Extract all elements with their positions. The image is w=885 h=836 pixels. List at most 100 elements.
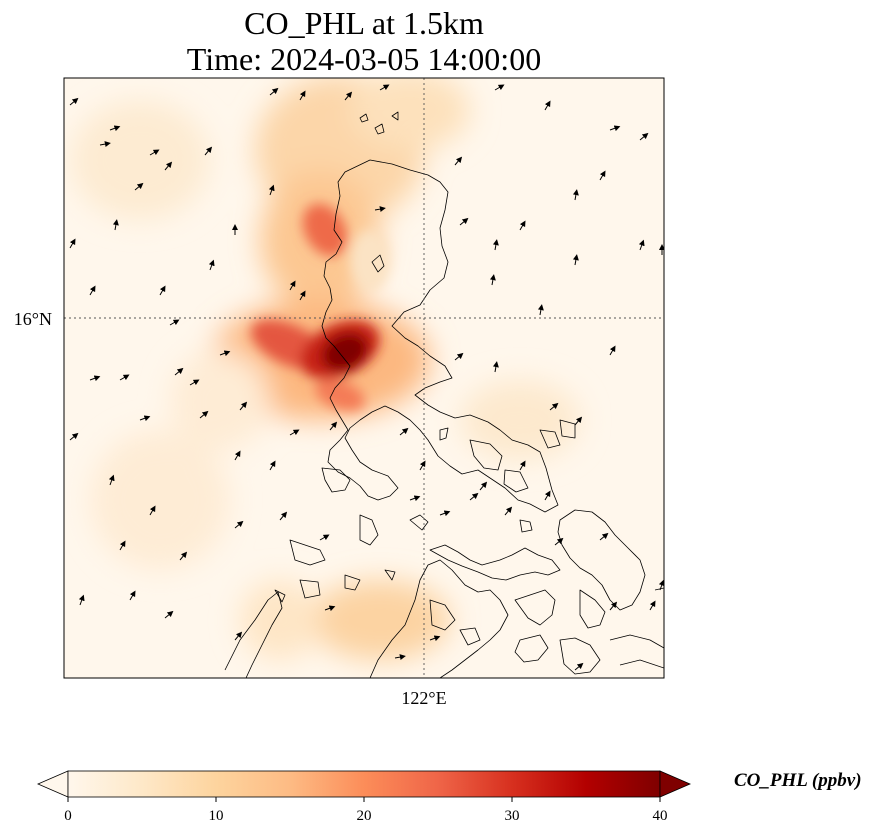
gridlines: [64, 78, 664, 678]
wind-vector-arrow: [379, 84, 390, 91]
wind-vector-arrow: [199, 410, 209, 419]
wind-vector-arrow: [78, 594, 85, 606]
wind-vector-arrow: [108, 474, 115, 486]
wind-vector-arrow: [134, 182, 144, 191]
colorbar-tick-label: 10: [208, 808, 224, 824]
wind-vector-arrow: [239, 401, 248, 411]
wind-vector-arrow: [609, 345, 616, 356]
wind-vector-arrow: [219, 350, 231, 357]
wind-vector-arrow: [69, 97, 79, 106]
wind-vector-arrow: [574, 416, 583, 426]
wind-vector-arrow: [164, 610, 174, 619]
wind-vector-arrow: [494, 84, 505, 91]
wind-vector-arrow: [269, 87, 279, 96]
wind-vector-arrow: [159, 285, 166, 296]
wind-vector-arrow: [129, 590, 136, 601]
wind-vector-arrow: [609, 125, 621, 132]
wind-vector-arrow: [572, 189, 579, 201]
wind-vector-arrow: [492, 361, 499, 373]
colorbar: [36, 770, 692, 802]
wind-vector-arrow: [344, 91, 353, 101]
wind-vector-arrow: [638, 239, 645, 251]
longitude-tick-label: 122°E: [401, 688, 447, 708]
colorbar-tick-label: 30: [504, 808, 520, 824]
colorbar-extend-min: [36, 770, 69, 798]
wind-vector-arrow: [574, 662, 584, 671]
wind-vector-arrow: [492, 239, 499, 251]
wind-vector-arrow: [649, 600, 656, 611]
wind-vector-arrow: [234, 520, 244, 529]
colorbar-label: CO_PHL (ppbv): [734, 770, 862, 791]
wind-vector-arrow: [519, 460, 526, 471]
wind-vector-arrow: [289, 280, 296, 291]
wind-vectors: [69, 84, 664, 671]
wind-vector-arrow: [119, 540, 126, 551]
wind-vector-arrow: [149, 149, 160, 156]
wind-vector-arrow: [269, 460, 276, 471]
wind-vector-arrow: [489, 274, 496, 286]
wind-vector-arrow: [89, 285, 96, 296]
colorbar-tick-label: 40: [652, 808, 668, 824]
wind-vector-arrow: [299, 290, 306, 301]
wind-vector-arrow: [519, 220, 526, 231]
wind-vector-arrow: [454, 156, 463, 166]
wind-vector-arrow: [599, 170, 606, 181]
wind-vector-arrow: [268, 184, 275, 196]
wind-vector-arrow: [394, 654, 406, 661]
wind-vector-arrow: [189, 379, 200, 386]
wind-vector-arrow: [554, 537, 564, 546]
map-frame: [63, 77, 665, 679]
wind-vector-arrow: [399, 427, 409, 436]
wind-vector-arrow: [174, 367, 184, 376]
chart-title-line-2: Time: 2024-03-05 14:00:00: [186, 41, 542, 77]
coastline: [224, 111, 664, 678]
wind-vector-arrow: [537, 304, 544, 316]
wind-vector-arrow: [419, 460, 426, 471]
chart-title-line-1: CO_PHL at 1.5km: [244, 5, 484, 41]
wind-vector-arrow: [179, 551, 188, 561]
wind-vector-arrow: [109, 125, 121, 132]
wind-vector-arrow: [324, 605, 336, 612]
wind-vector-arrow: [204, 146, 213, 156]
colorbar-gradient: [67, 770, 661, 798]
wind-vector-arrow: [429, 635, 441, 642]
colorbar-tick-label: 20: [356, 808, 372, 824]
wind-vector-arrow: [99, 141, 111, 148]
colorbar-tick-label: 0: [64, 808, 72, 824]
wind-vector-arrow: [544, 100, 551, 111]
wind-vector-arrow: [164, 161, 173, 171]
wind-vector-arrow: [454, 352, 464, 361]
wind-vector-arrow: [329, 421, 338, 431]
wind-vector-arrow: [279, 511, 288, 521]
wind-vector-arrow: [139, 415, 151, 422]
wind-vector-arrow: [112, 219, 119, 231]
wind-vector-arrow: [69, 432, 79, 441]
colorbar-extend-max: [659, 770, 692, 798]
wind-vector-arrow: [234, 631, 243, 641]
wind-vector-arrow: [479, 481, 488, 491]
wind-vector-arrow: [469, 492, 479, 501]
wind-vector-arrow: [549, 402, 559, 411]
wind-vector-arrow: [289, 429, 300, 436]
wind-vector-arrow: [208, 259, 215, 271]
wind-vector-arrow: [544, 490, 551, 501]
wind-vector-arrow: [299, 90, 306, 101]
wind-vector-arrow: [234, 450, 241, 461]
wind-vector-arrow: [374, 206, 386, 213]
wind-vector-arrow: [459, 217, 469, 226]
wind-vector-arrow: [69, 238, 76, 249]
wind-vector-arrow: [119, 374, 130, 381]
wind-vector-arrow: [572, 254, 579, 266]
wind-vector-arrow: [609, 601, 618, 611]
wind-vector-arrow: [658, 579, 664, 591]
wind-vector-arrow: [504, 506, 513, 516]
wind-vector-arrow: [89, 375, 101, 382]
latitude-tick-label: 16°N: [13, 309, 52, 329]
wind-vector-arrow: [639, 132, 649, 141]
wind-vector-arrow: [439, 510, 451, 517]
wind-vector-arrow: [169, 319, 180, 326]
wind-vector-arrow: [599, 532, 609, 541]
wind-vector-arrow: [149, 505, 156, 516]
wind-vector-arrow: [409, 495, 421, 502]
